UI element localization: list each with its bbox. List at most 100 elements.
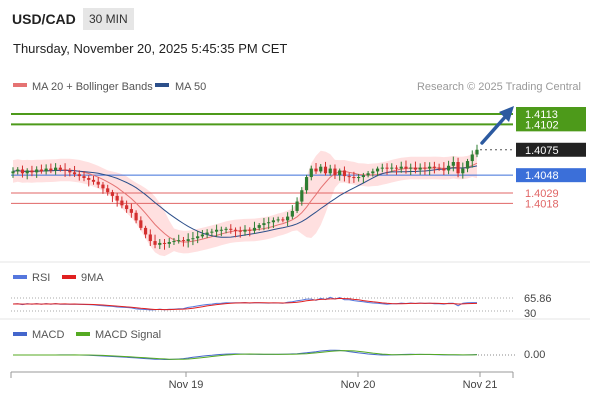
macd-value-label: 0.00 — [524, 349, 545, 361]
rsi-ma-line — [12, 297, 478, 311]
candle-body — [129, 209, 133, 213]
candle-body — [456, 162, 460, 174]
candle — [409, 163, 413, 176]
candle-body — [347, 176, 351, 178]
candle-body — [210, 231, 214, 233]
candle — [63, 163, 67, 177]
timeframe-badge-bg — [83, 8, 134, 30]
candle-body — [224, 228, 228, 230]
x-tick-label: Nov 20 — [341, 379, 376, 391]
candle-body — [77, 174, 81, 177]
candle-body — [72, 172, 77, 175]
candle — [68, 168, 72, 177]
level-tag-5: 1.4018 — [525, 198, 559, 210]
candle-body — [134, 212, 138, 221]
candle — [461, 162, 465, 179]
candle — [224, 226, 228, 234]
candle-body — [143, 227, 148, 235]
candle — [451, 156, 455, 172]
candle-body — [295, 201, 299, 211]
candle-body — [394, 167, 399, 169]
macd-signal-line — [13, 350, 478, 360]
projection-arrow — [480, 106, 514, 145]
candle — [129, 203, 133, 218]
datetime-label: Thursday, November 20, 2025 5:45:35 PM C… — [13, 41, 287, 56]
candle-body — [172, 241, 176, 243]
candle — [252, 221, 257, 234]
candle — [375, 166, 380, 177]
candle — [25, 168, 29, 180]
candle — [470, 150, 474, 168]
candle — [238, 226, 242, 238]
candle — [319, 164, 323, 174]
candle — [295, 197, 299, 214]
candle-body — [63, 169, 67, 171]
candle-body — [153, 241, 157, 245]
candle — [143, 225, 148, 239]
candle-body — [229, 228, 233, 230]
candle — [309, 165, 313, 181]
candle — [16, 167, 20, 175]
candle — [49, 163, 53, 174]
candle — [181, 236, 186, 247]
candle-body — [267, 222, 271, 224]
candle — [191, 231, 195, 246]
candle-body — [300, 190, 304, 202]
candle-body — [423, 167, 427, 169]
candle-body — [352, 177, 356, 179]
candle — [267, 217, 271, 230]
candle-body — [413, 167, 418, 170]
candle — [304, 174, 309, 194]
x-axis-ticks: Nov 19 Nov 20 Nov 21 — [169, 372, 497, 391]
rsi-legend-swatch — [13, 275, 27, 279]
level-tag-4: 1.4029 — [525, 188, 559, 200]
projection-arrow-head — [499, 106, 514, 122]
candle-body — [437, 167, 441, 169]
candle-body — [357, 177, 361, 179]
candle — [11, 167, 15, 178]
candle-body — [404, 166, 408, 169]
timeframe-badge: 30 MIN — [89, 12, 128, 26]
candle — [210, 228, 214, 237]
candle — [338, 168, 342, 181]
candle — [172, 237, 176, 245]
bollinger-band-area — [13, 148, 477, 257]
rsi-value-label: 65.86 — [524, 293, 552, 305]
candle — [465, 158, 470, 173]
candle — [44, 164, 48, 175]
candle — [399, 161, 403, 173]
x-tick-label: Nov 19 — [169, 379, 204, 391]
candle — [456, 157, 460, 178]
candle — [120, 196, 124, 209]
last-tag-bg — [516, 142, 586, 157]
candle — [96, 177, 100, 189]
candle-body — [54, 167, 58, 171]
candle-body — [390, 167, 394, 169]
candle-body — [446, 165, 451, 171]
candle-body — [461, 168, 465, 174]
rsi-ma-legend-label: 9MA — [81, 272, 104, 284]
candle-body — [35, 169, 39, 173]
candle-body — [380, 167, 384, 169]
candle-body — [233, 229, 238, 231]
candle — [446, 160, 451, 175]
candle-body — [375, 168, 380, 172]
macd-legend-label: MACD — [32, 329, 64, 341]
candle — [20, 165, 25, 178]
bollinger-band — [13, 148, 477, 257]
macd-signal-legend-label: MACD Signal — [95, 329, 161, 341]
candle — [323, 161, 328, 176]
candle — [35, 166, 39, 178]
candle — [162, 238, 167, 250]
candle — [77, 170, 81, 181]
candle-body — [304, 177, 309, 191]
candle — [167, 237, 171, 248]
candle — [281, 217, 285, 223]
candle-body — [139, 220, 143, 228]
candle — [214, 224, 219, 237]
candle-body — [418, 167, 422, 170]
macd-legend-swatch — [13, 332, 27, 336]
candle-body — [39, 169, 44, 172]
candle-body — [385, 167, 389, 169]
